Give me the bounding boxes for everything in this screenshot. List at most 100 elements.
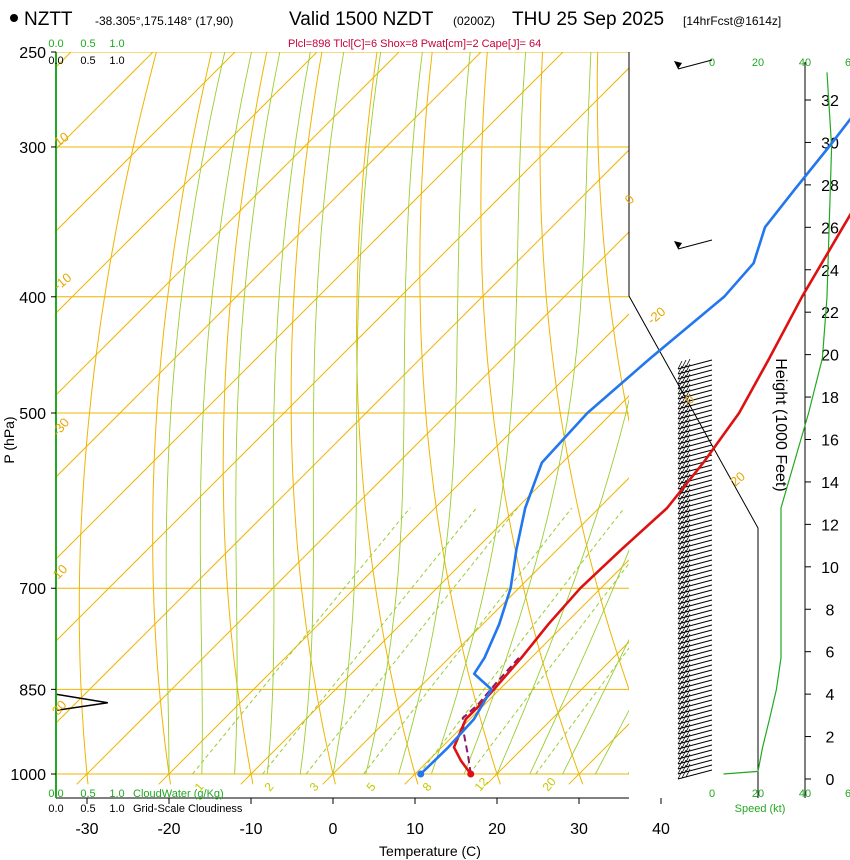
wind-barb-feather <box>685 593 691 603</box>
wind-barb-feather <box>685 598 691 608</box>
wind-barb-feather <box>677 510 683 520</box>
wind-barb-feather <box>677 395 683 405</box>
wind-barb-feather <box>681 649 687 659</box>
wind-barb <box>677 519 713 530</box>
wind-barb-feather <box>685 728 691 738</box>
wind-barb-feather <box>685 608 691 618</box>
wind-barb <box>677 524 713 535</box>
wind-barb-feather <box>685 423 691 433</box>
wind-barb <box>677 619 713 630</box>
wind-barb <box>677 639 713 650</box>
utc-time: (0200Z) <box>453 14 495 28</box>
wind-barb <box>677 689 713 700</box>
wind-barb-feather <box>677 685 683 695</box>
wind-barb-feather <box>677 695 683 705</box>
wind-barb-feather <box>681 644 687 654</box>
forecast-run: [14hrFcst@1614z] <box>683 14 781 28</box>
station-location: -38.305°,175.148° (17,90) <box>95 14 233 28</box>
wind-barb-feather <box>685 393 691 403</box>
wind-barb-feather <box>685 418 691 428</box>
wind-barb-feather <box>677 600 683 610</box>
wind-barb-feather <box>685 663 691 673</box>
wind-barb-feather <box>685 383 691 393</box>
wind-barb <box>677 414 713 425</box>
height-tick-label: 24 <box>821 263 839 280</box>
wind-barb <box>677 59 713 70</box>
wind-barb-feather <box>677 640 683 650</box>
wind-barb-feather <box>681 584 687 594</box>
wind-barb-feather <box>677 755 683 765</box>
wind-barb-feather <box>681 439 687 449</box>
wind-barb-feather <box>685 688 691 698</box>
isotherm-line <box>56 52 318 314</box>
speed-tick-bottom: 0 <box>709 788 715 800</box>
isotherm-label: -20 <box>644 304 668 328</box>
isotherm-line <box>733 52 850 784</box>
wind-barb-feather <box>677 470 683 480</box>
wind-barb-feather <box>677 370 683 380</box>
wind-barb <box>677 754 713 765</box>
height-tick-label: 20 <box>821 348 839 365</box>
parcel-trace <box>461 657 520 775</box>
wind-barb <box>677 429 713 440</box>
wind-barb-feather <box>677 760 683 770</box>
wind-barb-feather <box>677 500 683 510</box>
height-tick-label: 10 <box>821 560 839 577</box>
wind-barb <box>677 634 713 645</box>
wind-barb-feather <box>681 389 687 399</box>
wind-barb-feather <box>681 474 687 484</box>
isotherm-line <box>56 52 236 232</box>
wind-barb-feather <box>685 563 691 573</box>
isotherm-line <box>56 67 629 642</box>
wind-barb-feather <box>685 483 691 493</box>
cloudwater-tick-top: 0.5 <box>80 38 95 50</box>
wind-barb <box>677 719 713 730</box>
wind-barb-feather <box>681 739 687 749</box>
wind-barb-feather <box>685 458 691 468</box>
wind-barb-feather <box>681 689 687 699</box>
dry-adiabat-line <box>596 52 629 424</box>
wind-barb-feather <box>685 453 691 463</box>
wind-barb-feather <box>681 409 687 419</box>
wind-barb-feather <box>681 384 687 394</box>
wind-barb <box>677 434 713 445</box>
wind-barb-feather <box>677 610 683 620</box>
wind-barb <box>677 534 713 545</box>
wind-barb-feather <box>681 609 687 619</box>
wind-barb-feather <box>681 714 687 724</box>
wind-barb <box>677 769 713 780</box>
wind-barb-feather <box>685 403 691 413</box>
wind-barb <box>677 584 713 595</box>
wind-barb <box>677 604 713 615</box>
height-tick-label: 18 <box>821 390 839 407</box>
wind-barb-feather <box>677 520 683 530</box>
wind-barb-feather <box>677 530 683 540</box>
wind-barb-feather <box>685 738 691 748</box>
wind-barb-feather <box>677 625 683 635</box>
height-tick-label: 12 <box>821 517 839 534</box>
isotherm-label: -30 <box>49 415 73 439</box>
wind-barb <box>677 744 713 755</box>
isotherm-line <box>568 723 629 785</box>
wind-barb-feather <box>685 378 691 388</box>
wind-barb-feather <box>685 463 691 473</box>
wind-barb <box>677 674 713 685</box>
wind-barb-feather <box>681 509 687 519</box>
wind-barb-feather <box>681 679 687 689</box>
wind-barb-feather <box>677 770 683 780</box>
x-tick-label: -20 <box>157 821 180 838</box>
wind-barb-feather <box>677 690 683 700</box>
wind-barb-feather <box>681 634 687 644</box>
wind-barb-feather <box>677 440 683 450</box>
wind-barb-feather <box>681 394 687 404</box>
mixing-ratio-label: 5 <box>364 780 379 794</box>
wind-barb-feather <box>685 718 691 728</box>
wind-barb-feather <box>677 420 683 430</box>
cloudwater-tick-top: 0.0 <box>48 38 63 50</box>
wind-barb-feather <box>677 515 683 525</box>
wind-barb-feather <box>681 729 687 739</box>
wind-barb <box>677 444 713 455</box>
height-tick-label: 8 <box>826 602 835 619</box>
wind-barb-feather <box>681 724 687 734</box>
wind-barb-feather <box>677 445 683 455</box>
